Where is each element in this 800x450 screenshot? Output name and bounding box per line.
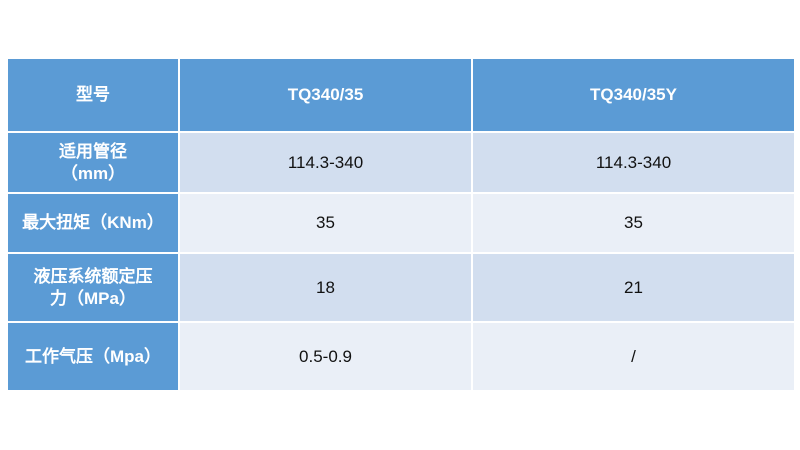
cell-text: 114.3-340 bbox=[287, 152, 364, 172]
row-label: 液压系统额定压 力（MPa） bbox=[6, 252, 180, 323]
cell-text: 18 bbox=[316, 277, 335, 297]
row-label-line: 液压系统额定压 bbox=[33, 266, 153, 286]
data-row: 液压系统额定压 力（MPa） 18 21 bbox=[6, 252, 796, 323]
data-cell: 21 bbox=[471, 252, 796, 323]
data-cell: 35 bbox=[178, 192, 473, 254]
row-label-line: 最大扭矩（KNm） bbox=[22, 213, 164, 232]
table-body: 型号 TQ340/35 TQ340/35Y 适用管径 （mm） 114.3-340 114.… bbox=[6, 57, 796, 392]
data-row: 工作气压（Mpa） 0.5-0.9 / bbox=[6, 321, 796, 392]
row-label-line: 适用管径 bbox=[59, 141, 127, 161]
data-row: 适用管径 （mm） 114.3-340 114.3-340 bbox=[6, 131, 796, 194]
data-cell: 114.3-340 bbox=[471, 131, 796, 194]
cell-text: 21 bbox=[624, 277, 643, 297]
data-cell: 114.3-340 bbox=[178, 131, 473, 194]
cell-text: 35 bbox=[624, 213, 643, 232]
header-text: TQ340/35 bbox=[287, 85, 364, 104]
header-text: TQ340/35Y bbox=[590, 85, 677, 104]
cell-text: 114.3-340 bbox=[595, 152, 672, 172]
header-cell: TQ340/35Y bbox=[471, 57, 796, 133]
row-label: 最大扭矩（KNm） bbox=[6, 192, 180, 254]
spec-table: 型号 TQ340/35 TQ340/35Y 适用管径 （mm） 114.3-340 114.… bbox=[6, 57, 796, 392]
cell-text: / bbox=[631, 346, 636, 366]
data-cell: / bbox=[471, 321, 796, 392]
row-label-line: （mm） bbox=[60, 163, 126, 183]
row-label-line: 力（MPa） bbox=[50, 288, 136, 308]
row-label: 工作气压（Mpa） bbox=[6, 321, 180, 392]
row-label: 适用管径 （mm） bbox=[6, 131, 180, 194]
data-row: 最大扭矩（KNm） 35 35 bbox=[6, 192, 796, 254]
header-cell: TQ340/35 bbox=[178, 57, 473, 133]
header-text: 型号 bbox=[76, 85, 110, 104]
data-cell: 35 bbox=[471, 192, 796, 254]
data-cell: 0.5-0.9 bbox=[178, 321, 473, 392]
header-cell: 型号 bbox=[6, 57, 180, 133]
cell-text: 0.5-0.9 bbox=[299, 346, 352, 366]
row-label-line: 工作气压（Mpa） bbox=[25, 346, 161, 366]
data-cell: 18 bbox=[178, 252, 473, 323]
cell-text: 35 bbox=[316, 213, 335, 232]
header-row: 型号 TQ340/35 TQ340/35Y bbox=[6, 57, 796, 133]
